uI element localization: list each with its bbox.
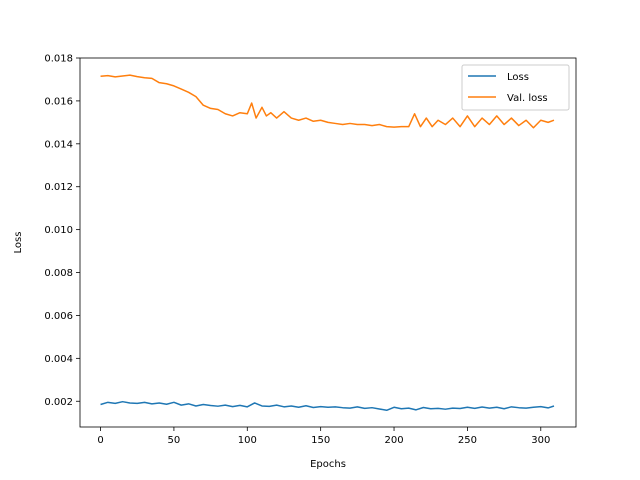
y-tick-label: 0.002 [44,397,73,408]
series-layer [100,74,555,412]
x-tick-label: 100 [238,435,257,446]
y-tick-label: 0.016 [44,96,73,107]
x-tick-label: 50 [168,435,181,446]
x-tick-label: 150 [311,435,330,446]
axes-layer [79,57,577,428]
x-tick-label: 0 [97,435,103,446]
y-tick-label: 0.004 [44,354,73,365]
series-line-loss [100,400,555,412]
y-tick-label: 0.010 [44,225,73,236]
legend: Loss Val. loss [461,64,570,111]
y-tick-label: 0.012 [44,182,73,193]
plot-frame [79,57,577,428]
y-tick-label: 0.008 [44,268,73,279]
x-tick-label: 250 [458,435,477,446]
y-tick-label: 0.006 [44,311,73,322]
legend-label: Loss [507,72,529,83]
x-axis-label: Epochs [310,459,346,470]
legend-label: Val. loss [507,93,548,104]
x-tick-label: 300 [531,435,550,446]
y-tick-label: 0.014 [44,139,73,150]
y-axis-label: Loss [13,232,24,254]
series-line-val-loss [100,74,555,129]
y-tick-label: 0.018 [44,54,73,65]
x-tick-label: 200 [384,435,403,446]
ticks-layer: 0 50 100 150 200 250 300 0.002 0.004 0.006 0.008 0.… [44,54,550,447]
